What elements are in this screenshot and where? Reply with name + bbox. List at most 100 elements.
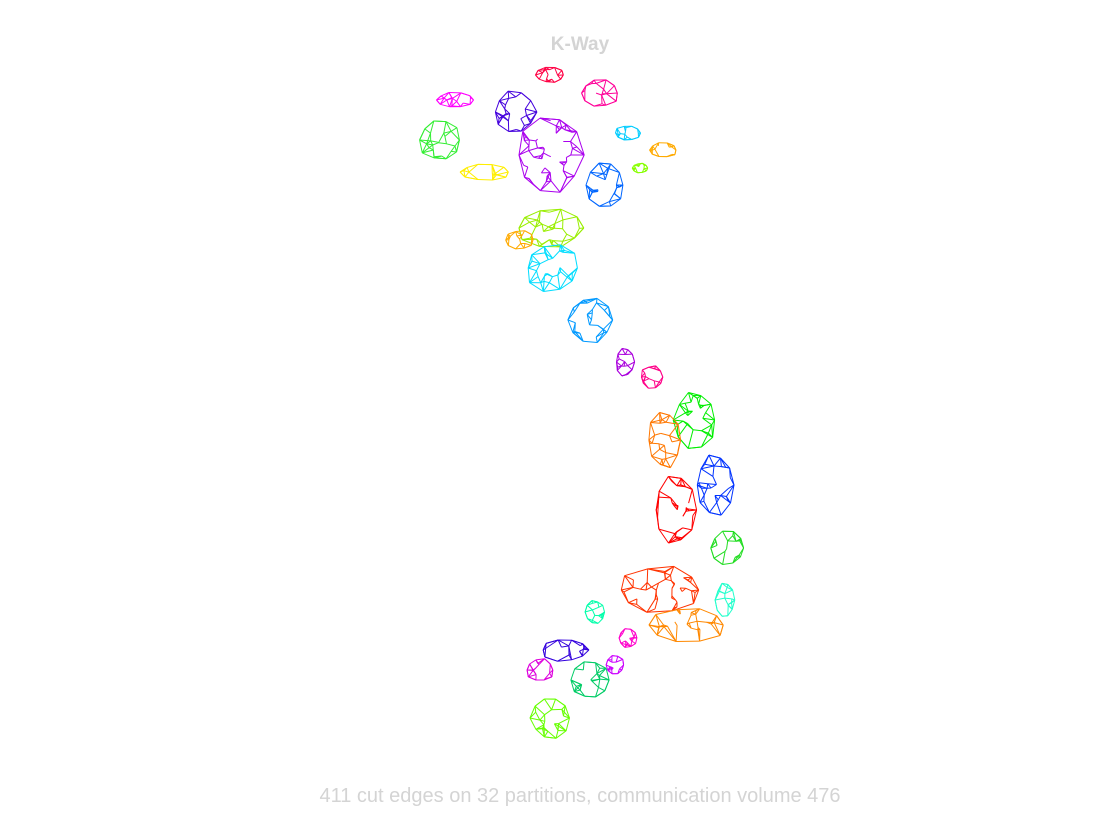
- mesh-edge: [419, 139, 427, 145]
- mesh-edge: [590, 162, 600, 173]
- mesh-edge: [515, 230, 525, 232]
- mesh-edge: [546, 180, 552, 183]
- mesh-edge: [551, 698, 557, 710]
- mesh-edge: [507, 91, 510, 99]
- mesh-edge: [565, 717, 570, 732]
- mesh-edge: [710, 538, 716, 549]
- partition-2: [494, 90, 538, 132]
- mesh-edge: [596, 297, 609, 308]
- mesh-edge: [573, 228, 580, 239]
- mesh-edge: [722, 562, 733, 565]
- mesh-edge: [562, 233, 568, 242]
- mesh-edge: [543, 731, 549, 738]
- mesh-edge: [652, 153, 660, 157]
- mesh-edge: [521, 239, 540, 247]
- mesh-edge: [628, 602, 637, 605]
- mesh-edge: [701, 430, 709, 434]
- mesh-edge: [702, 412, 707, 419]
- mesh-edge: [587, 312, 593, 315]
- mesh-edge: [658, 490, 672, 499]
- mesh-edge: [535, 711, 541, 721]
- mesh-edge: [535, 219, 538, 228]
- mesh-edge: [516, 234, 523, 237]
- mesh-edge: [537, 147, 545, 150]
- mesh-edge: [559, 280, 573, 290]
- mesh-edge: [528, 147, 538, 152]
- partition-32: [529, 698, 570, 739]
- mesh-edge: [582, 647, 585, 650]
- mesh-edge: [671, 439, 681, 443]
- mesh-edge: [707, 483, 717, 485]
- mesh-edge: [505, 239, 509, 246]
- mesh-edge: [503, 166, 509, 173]
- mesh-edge: [528, 674, 537, 678]
- mesh-edge: [695, 608, 701, 615]
- mesh-edge: [567, 275, 573, 282]
- mesh-edge: [700, 395, 712, 405]
- mesh-edge: [657, 517, 660, 530]
- mesh-edge: [451, 150, 457, 153]
- mesh-edge: [686, 623, 692, 629]
- mesh-edge: [466, 167, 470, 173]
- mesh-edge: [605, 659, 609, 666]
- mesh-edge: [593, 103, 603, 107]
- mesh-edge: [615, 656, 619, 663]
- mesh-edge: [591, 79, 595, 84]
- partition-12: [518, 208, 585, 248]
- mesh-edge: [566, 175, 575, 179]
- mesh-edge: [722, 551, 726, 565]
- mesh-edge: [665, 452, 678, 456]
- mesh-edge: [554, 67, 563, 71]
- mesh-edge: [494, 100, 500, 113]
- mesh-edge: [572, 332, 584, 342]
- partition-24: [648, 608, 724, 642]
- mesh-edge: [675, 625, 678, 642]
- mesh-edge: [576, 684, 582, 687]
- mesh-edge: [554, 227, 563, 230]
- mesh-edge: [549, 673, 553, 678]
- mesh-edge: [555, 730, 559, 739]
- mesh-edge: [672, 404, 680, 421]
- mesh-edge: [676, 505, 679, 510]
- mesh-edge: [648, 439, 653, 444]
- mesh-edge: [548, 155, 552, 158]
- mesh-edge: [605, 100, 617, 106]
- mesh-edge: [700, 465, 715, 470]
- mesh-edge: [667, 142, 675, 147]
- mesh-edge: [685, 507, 688, 510]
- mesh-edge: [719, 624, 724, 636]
- mesh-edge: [535, 658, 545, 661]
- mesh-edge: [591, 609, 596, 616]
- mesh-edge: [725, 496, 729, 501]
- mesh-edge: [450, 130, 460, 141]
- mesh-edge: [535, 74, 540, 80]
- mesh-edge: [566, 233, 575, 239]
- mesh-edge: [574, 253, 578, 269]
- mesh-edge: [678, 404, 686, 414]
- mesh-edge: [463, 170, 470, 173]
- mesh-edge: [575, 685, 581, 691]
- mesh-edge: [693, 429, 702, 432]
- mesh-edge: [618, 633, 623, 639]
- mesh-edge: [554, 219, 564, 225]
- mesh-edge: [642, 366, 649, 371]
- mesh-edge: [678, 610, 681, 613]
- mesh-edge: [523, 136, 526, 141]
- mesh-edge: [529, 705, 536, 719]
- mesh-edge: [690, 582, 700, 591]
- mesh-edge: [713, 550, 726, 559]
- mesh-edge: [688, 620, 698, 624]
- mesh-edge: [674, 536, 678, 540]
- partition-summary: 411 cut edges on 32 partitions, communic…: [319, 785, 841, 807]
- mesh-edge: [502, 115, 509, 122]
- mesh-edge: [659, 448, 666, 454]
- mesh-edge: [706, 483, 709, 489]
- mesh-edge: [617, 354, 620, 360]
- mesh-edge: [468, 171, 479, 180]
- mesh-edge: [679, 402, 686, 405]
- mesh-edge: [722, 615, 728, 617]
- mesh-edge: [499, 90, 509, 102]
- mesh-edge: [440, 92, 450, 97]
- mesh-edge: [549, 663, 551, 674]
- mesh-edge: [515, 243, 522, 250]
